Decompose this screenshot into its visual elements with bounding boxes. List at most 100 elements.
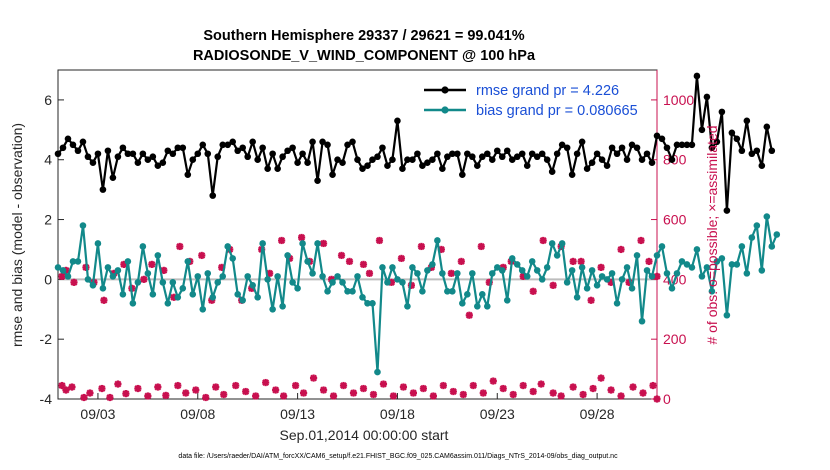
plot-frame: [57, 69, 658, 400]
bias-series-point: [159, 279, 167, 286]
rmse-series-point: [139, 150, 147, 158]
rmse-series-point: [449, 150, 456, 158]
obs-count-marker: [192, 386, 200, 394]
bias-series-point: [64, 273, 72, 280]
obs-count-marker: [369, 390, 378, 399]
obs-count-marker: [62, 386, 70, 394]
obs-count-marker: [577, 257, 585, 266]
bias-series-point: [134, 279, 142, 286]
bias-series-point: [693, 246, 701, 253]
bias-series-point: [508, 255, 516, 262]
rmse-series-point: [583, 165, 591, 172]
obs-count-marker: [419, 384, 427, 393]
bias-series-point: [389, 264, 396, 271]
bias-series-point: [279, 302, 286, 310]
obs-count-marker: [557, 392, 565, 400]
bias-series-point: [289, 279, 296, 286]
rmse-series-point: [513, 153, 521, 161]
obs-count-marker: [365, 269, 374, 277]
rmse-series-point: [94, 150, 102, 158]
bias-series-point: [379, 264, 386, 271]
rmse-series-point: [434, 150, 441, 158]
bias-series-point: [653, 252, 661, 259]
rmse-series-point: [164, 147, 172, 155]
rmse-series-point: [488, 156, 496, 164]
rmse-series-point: [508, 156, 516, 164]
rmse-series-point: [134, 159, 142, 167]
bias-series-point: [204, 270, 212, 277]
bias-series-point: [568, 267, 576, 274]
obs-count-marker: [549, 389, 557, 397]
obs-count-marker: [349, 389, 358, 397]
bias-series-point: [359, 294, 366, 301]
obs-count-marker: [589, 384, 597, 393]
obs-count-marker: [309, 374, 318, 382]
rmse-series-point: [658, 135, 666, 143]
bias-series-point: [324, 288, 331, 295]
rmse-series-point: [379, 144, 386, 152]
obs-count-marker: [106, 393, 114, 402]
bias-series-point: [503, 297, 511, 304]
rmse-series-point: [698, 126, 706, 134]
bias-series-point: [144, 270, 152, 277]
bias-series-point: [384, 279, 391, 286]
rmse-series-point: [109, 174, 117, 181]
rmse-series-point: [264, 165, 271, 172]
rmse-series-point: [309, 138, 316, 146]
rmse-series-point: [364, 162, 371, 170]
obs-count-marker: [399, 383, 408, 391]
bias-series-point: [229, 255, 237, 262]
bias-series-point: [419, 288, 426, 295]
y-right-tick-label: 600: [663, 212, 687, 228]
bias-series-point: [364, 299, 371, 307]
x-tick-label: 09/03: [80, 406, 115, 422]
bias-series-point: [469, 270, 476, 277]
bias-series-point: [234, 291, 241, 298]
bias-series-point: [254, 294, 261, 301]
obs-count-marker: [579, 390, 587, 399]
rmse-series-point: [279, 153, 286, 161]
x-tick-label: 09/28: [580, 406, 615, 422]
obs-count-marker: [417, 242, 425, 251]
bias-series-point: [169, 279, 177, 286]
bias-series-point: [718, 255, 726, 262]
obs-count-marker: [278, 236, 286, 245]
obs-count-marker: [140, 275, 148, 283]
bias-series-point: [299, 240, 306, 247]
bias-series-point: [698, 273, 706, 280]
obs-count-marker: [597, 263, 605, 271]
bias-series-point: [244, 273, 251, 280]
rmse-series-point: [568, 171, 576, 178]
bias-series-point: [269, 305, 276, 313]
bias-series-point: [483, 302, 491, 310]
rmse-series-point: [414, 150, 421, 158]
rmse-series-point: [459, 171, 466, 178]
bias-series-point: [593, 282, 601, 289]
rmse-series-point: [329, 171, 336, 178]
bias-series-point: [284, 252, 291, 259]
obs-count-marker: [182, 389, 190, 397]
x-tick-label: 09/08: [180, 406, 215, 422]
rmse-series-point: [299, 150, 306, 158]
obs-count-marker: [465, 311, 473, 319]
bias-series-point: [399, 279, 406, 286]
bias-series-point: [394, 276, 401, 283]
obs-count-marker: [292, 381, 300, 390]
bias-series-point: [224, 243, 232, 250]
data-file-footnote: data file: /Users/raeder/DAI/ATM_forcXX/…: [178, 453, 618, 460]
bias-series-point: [688, 264, 696, 271]
rmse-series-point: [354, 156, 361, 164]
obs-count-marker: [569, 383, 577, 391]
legend: rmse grand pr = 4.226 bias grand pr = 0.…: [424, 83, 638, 119]
bias-series-point: [104, 264, 112, 271]
bias-series-point: [553, 252, 561, 259]
bias-series-point: [199, 305, 207, 313]
bias-series-point: [369, 299, 376, 307]
rmse-series-point: [703, 93, 711, 101]
bias-series-point: [264, 276, 271, 283]
obs-count-marker: [359, 384, 368, 393]
rmse-series-point: [149, 153, 157, 161]
rmse-series-point: [219, 141, 227, 149]
bias-series-point: [194, 273, 202, 280]
bias-series-point: [464, 291, 471, 298]
